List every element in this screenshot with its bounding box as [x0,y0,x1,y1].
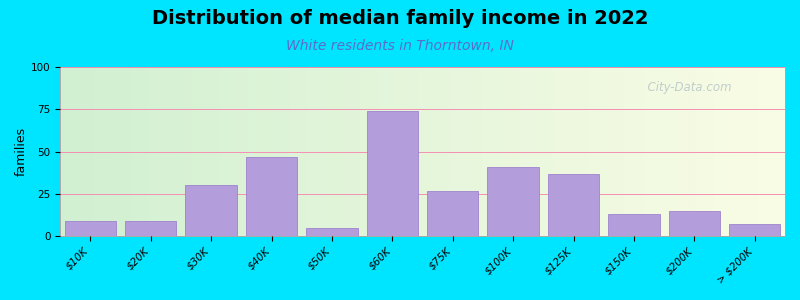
Bar [366,111,418,236]
Bar [65,221,116,236]
Bar [729,224,781,236]
Bar [669,211,720,236]
Bar [548,174,599,236]
Bar [608,214,660,236]
Text: White residents in Thorntown, IN: White residents in Thorntown, IN [286,39,514,53]
Y-axis label: families: families [15,127,28,176]
Bar [306,228,358,236]
Bar [246,157,298,236]
Bar [186,185,237,236]
Text: Distribution of median family income in 2022: Distribution of median family income in … [152,9,648,28]
Bar [427,190,478,236]
Text: City-Data.com: City-Data.com [640,80,732,94]
Bar [125,221,177,236]
Bar [487,167,539,236]
